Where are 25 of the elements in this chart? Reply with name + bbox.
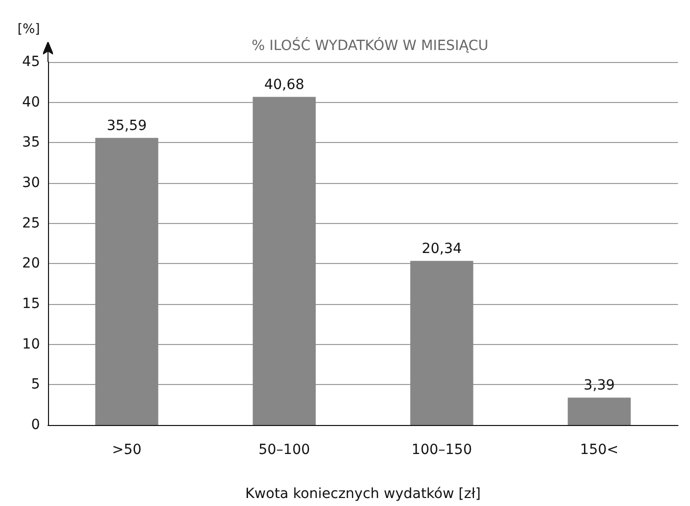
y-tick-label: 30 <box>22 175 40 191</box>
data-label: 20,34 <box>422 240 462 257</box>
chart-title: % ILOŚĆ WYDATKÓW W MIESIĄCU <box>252 37 488 54</box>
x-tick-label: 50–100 <box>258 442 310 458</box>
y-tick-label: 25 <box>22 215 40 232</box>
y-tick-label: 35 <box>22 134 40 151</box>
y-tick-label: 0 <box>31 417 40 433</box>
y-tick-label: 40 <box>22 94 40 110</box>
data-label: 35,59 <box>106 118 147 134</box>
y-tick-label: 5 <box>31 376 40 393</box>
bar <box>568 398 631 425</box>
data-label: 40,68 <box>264 76 304 93</box>
x-tick-label: >50 <box>112 442 142 458</box>
y-tick-label: 10 <box>22 336 40 352</box>
y-tick-label: 45 <box>22 54 40 70</box>
bar <box>252 96 316 425</box>
y-tick-label: 20 <box>22 256 40 272</box>
x-tick-label: 100–150 <box>412 442 472 458</box>
y-tick-label: 15 <box>22 296 40 312</box>
x-tick-label: 150< <box>580 442 618 458</box>
y-axis-title: [%] <box>18 22 40 37</box>
data-label: 3,39 <box>584 378 615 394</box>
bar <box>410 260 474 425</box>
x-axis-title: Kwota koniecznych wydatków [zł] <box>245 486 481 502</box>
bar <box>95 138 158 425</box>
